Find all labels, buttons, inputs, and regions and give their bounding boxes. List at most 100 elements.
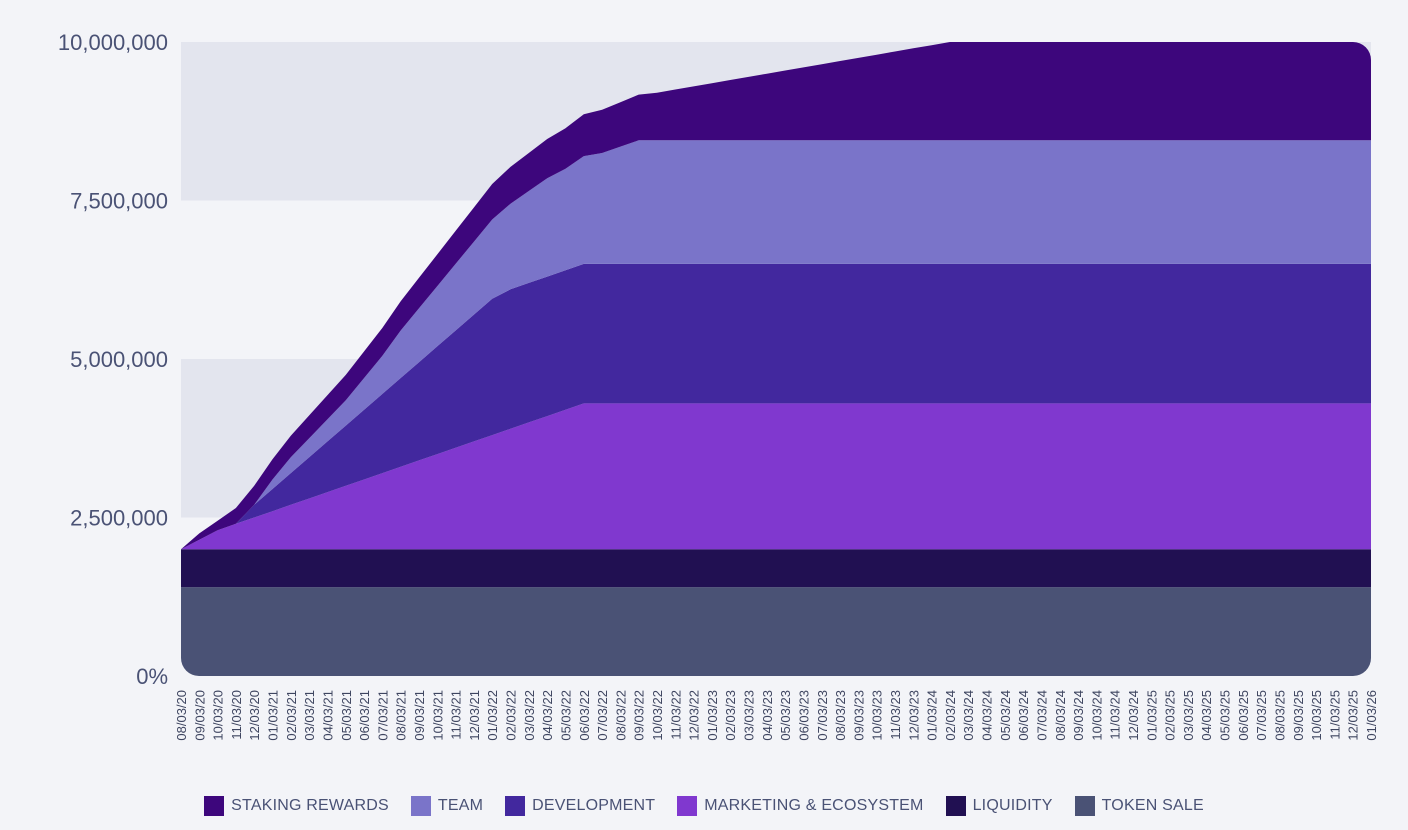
legend-item: TOKEN SALE [1074, 796, 1204, 816]
legend-item: MARKETING & ECOSYSTEM [677, 796, 923, 816]
x-tick-label: 05/03/22 [559, 690, 574, 741]
x-tick-label: 07/03/24 [1035, 690, 1050, 741]
x-tick-label: 11/03/23 [888, 690, 903, 740]
x-tick-label: 07/03/23 [815, 690, 830, 741]
x-tick-label: 03/03/22 [522, 690, 537, 741]
x-tick-label: 02/03/24 [943, 690, 958, 741]
x-tick-label: 12/03/21 [467, 690, 482, 741]
legend-swatch [204, 796, 225, 816]
x-tick-label: 11/03/20 [229, 690, 244, 740]
x-tick-label: 02/03/22 [504, 690, 519, 741]
area-team [181, 140, 1371, 550]
x-tick-label: 12/03/24 [1126, 690, 1141, 741]
x-tick-label: 10/03/20 [211, 690, 226, 741]
y-axis: 0% 2,500,000 5,000,000 7,500,000 10,000,000 [58, 30, 168, 689]
x-tick-label: 09/03/25 [1291, 690, 1306, 741]
x-tick-label: 04/03/25 [1199, 690, 1214, 741]
x-tick-label: 10/03/23 [870, 690, 885, 741]
legend-item: LIQUIDITY [945, 796, 1053, 816]
legend-swatch [677, 796, 698, 816]
y-tick-label: 10,000,000 [58, 30, 168, 55]
x-tick-label: 12/03/22 [687, 690, 702, 741]
y-tick-label: 5,000,000 [70, 347, 168, 372]
x-tick-label: 05/03/24 [998, 690, 1013, 741]
x-tick-label: 07/03/22 [595, 690, 610, 741]
legend-swatch [410, 796, 431, 816]
legend-item: DEVELOPMENT [505, 796, 655, 816]
x-tick-label: 12/03/25 [1346, 690, 1361, 741]
x-tick-label: 09/03/23 [851, 690, 866, 741]
x-tick-label: 08/03/21 [394, 690, 409, 741]
x-tick-label: 04/03/23 [760, 690, 775, 741]
y-tick-label: 7,500,000 [70, 189, 168, 214]
x-tick-label: 08/03/23 [833, 690, 848, 741]
x-tick-label: 04/03/24 [980, 690, 995, 741]
x-tick-label: 10/03/21 [430, 690, 445, 741]
legend-item: STAKING REWARDS [204, 796, 389, 816]
legend-swatch [505, 796, 526, 816]
x-tick-label: 03/03/25 [1181, 690, 1196, 741]
x-tick-label: 10/03/22 [650, 690, 665, 741]
x-tick-label: 02/03/23 [723, 690, 738, 741]
x-tick-label: 03/03/21 [302, 690, 317, 741]
area-marketing-ecosystem [181, 403, 1371, 550]
x-tick-label: 08/03/25 [1273, 690, 1288, 741]
x-tick-label: 08/03/22 [613, 690, 628, 741]
x-tick-label: 01/03/26 [1364, 690, 1379, 741]
x-tick-label: 06/03/25 [1236, 690, 1251, 741]
legend-item: TEAM [410, 796, 484, 816]
x-tick-label: 12/03/20 [247, 690, 262, 741]
x-tick-label: 06/03/24 [1016, 690, 1031, 741]
x-tick-label: 01/03/22 [485, 690, 500, 741]
x-tick-label: 10/03/25 [1309, 690, 1324, 741]
area-staking-rewards [181, 42, 1371, 550]
x-tick-label: 09/03/20 [192, 690, 207, 741]
x-tick-label: 01/03/21 [266, 690, 281, 741]
legend-swatch [945, 796, 966, 816]
x-tick-label: 05/03/23 [778, 690, 793, 741]
x-tick-label: 01/03/23 [705, 690, 720, 741]
legend-label: TOKEN SALE [1101, 797, 1204, 814]
x-tick-label: 08/03/20 [174, 690, 189, 741]
x-tick-label: 06/03/22 [577, 690, 592, 741]
legend-label: STAKING REWARDS [231, 797, 389, 814]
x-tick-label: 02/03/21 [284, 690, 299, 741]
x-tick-label: 08/03/24 [1053, 690, 1068, 741]
area-development [181, 263, 1371, 550]
x-tick-label: 11/03/24 [1108, 690, 1123, 740]
x-tick-label: 07/03/25 [1254, 690, 1269, 741]
legend-swatch [1074, 796, 1095, 816]
x-tick-label: 04/03/22 [540, 690, 555, 741]
x-tick-label: 01/03/24 [925, 690, 940, 741]
x-tick-label: 11/03/22 [668, 690, 683, 740]
x-tick-label: 11/03/21 [449, 690, 464, 740]
x-axis: 08/03/20 09/03/20 10/03/20 11/03/20 12/03/20… [174, 690, 1379, 741]
y-tick-label: 2,500,000 [70, 506, 168, 531]
x-tick-label: 11/03/25 [1327, 690, 1342, 740]
chart-legend: STAKING REWARDS TEAM DEVELOPMENT MARKETING … [0, 793, 1408, 819]
x-tick-label: 06/03/23 [797, 690, 812, 741]
x-tick-label: 09/03/22 [632, 690, 647, 741]
x-tick-label: 09/03/24 [1071, 690, 1086, 741]
x-tick-label: 06/03/21 [357, 690, 372, 741]
x-tick-label: 10/03/24 [1089, 690, 1104, 741]
area-token-sale [181, 587, 1371, 676]
x-tick-label: 05/03/21 [339, 690, 354, 741]
x-tick-label: 04/03/21 [321, 690, 336, 741]
legend-label: LIQUIDITY [972, 797, 1053, 814]
x-tick-label: 05/03/25 [1218, 690, 1233, 741]
area-liquidity [181, 549, 1371, 588]
x-tick-label: 03/03/24 [961, 690, 976, 741]
legend-label: DEVELOPMENT [532, 797, 656, 814]
legend-label: TEAM [437, 797, 484, 814]
x-tick-label: 09/03/21 [412, 690, 427, 741]
x-tick-label: 03/03/23 [742, 690, 757, 741]
area-series-group [181, 42, 1371, 676]
x-tick-label: 01/03/25 [1144, 690, 1159, 741]
legend-label: MARKETING & ECOSYSTEM [704, 797, 924, 814]
x-tick-label: 02/03/25 [1163, 690, 1178, 741]
x-tick-label: 07/03/21 [375, 690, 390, 741]
x-tick-label: 12/03/23 [906, 690, 921, 741]
